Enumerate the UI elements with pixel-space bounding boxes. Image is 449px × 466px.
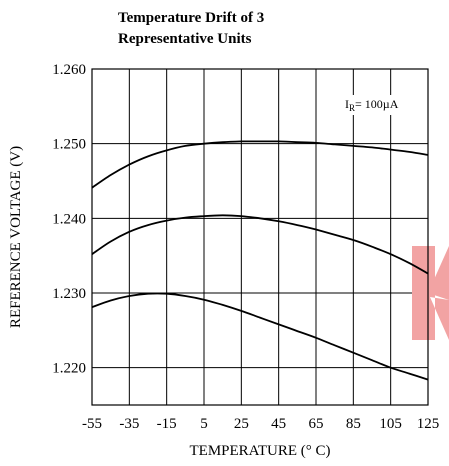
y-tick-label: 1.220: [52, 361, 86, 377]
x-tick-label: 5: [200, 416, 208, 432]
x-tick-label: -35: [119, 416, 139, 432]
series-line-1: [91, 140, 429, 189]
chart-title-line-2: Representative Units: [118, 31, 252, 47]
x-tick-label: -55: [82, 416, 102, 432]
x-tick-label: 25: [234, 416, 249, 432]
x-tick-label: 85: [346, 416, 361, 432]
annotation-value: = 100µA: [355, 97, 399, 111]
x-tick-label: 65: [309, 416, 324, 432]
x-tick-labels: -55 -35 -15 5 25 45 65 85 105 125: [82, 416, 439, 432]
x-tick-label: 125: [417, 416, 440, 432]
series-line-2: [91, 214, 429, 275]
current-annotation: IR= 100µA: [342, 95, 402, 115]
annotation-symbol: I: [345, 97, 349, 111]
x-tick-label: 45: [271, 416, 286, 432]
y-tick-label: 1.250: [52, 137, 86, 153]
y-tick-labels: 1.260 1.250 1.240 1.230 1.220: [52, 62, 86, 377]
y-tick-label: 1.230: [52, 286, 86, 302]
x-tick-label: -15: [157, 416, 177, 432]
plot-frame: [91, 68, 429, 406]
annotation-background: [342, 95, 402, 115]
x-axis-label: TEMPERATURE (° C): [190, 443, 331, 459]
annotation-text: IR= 100µA: [345, 97, 399, 113]
y-axis-label: REFERENCE VOLTAGE (V): [8, 146, 24, 328]
x-tick-label: 105: [379, 416, 402, 432]
watermark: [412, 246, 449, 340]
y-tick-label: 1.260: [52, 62, 86, 78]
y-tick-label: 1.240: [52, 211, 86, 227]
grid: [91, 68, 429, 405]
series-line-3: [91, 292, 429, 381]
chart-title-line-1: Temperature Drift of 3: [118, 10, 265, 26]
series-group: [91, 140, 429, 381]
annotation-subscript: R: [349, 103, 355, 113]
chart-title: Temperature Drift of 3 Representative Un…: [118, 8, 264, 50]
